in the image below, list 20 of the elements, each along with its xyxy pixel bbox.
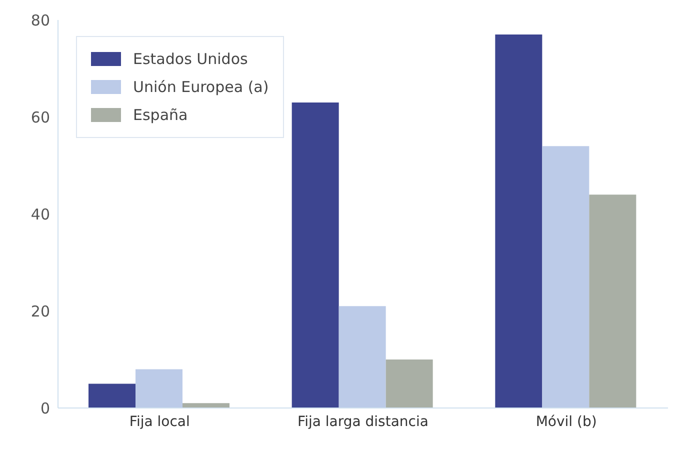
y-tick-label: 0 xyxy=(40,399,50,418)
bar xyxy=(182,403,230,408)
bar xyxy=(386,360,433,408)
legend-label: Estados Unidos xyxy=(133,49,248,70)
bar xyxy=(136,369,182,408)
y-tick-label: 40 xyxy=(30,205,50,224)
bar xyxy=(292,102,339,408)
y-tick-label: 20 xyxy=(30,302,50,320)
x-tick-label: Fija larga distancia xyxy=(298,414,428,430)
y-tick-label: 60 xyxy=(30,108,50,126)
x-tick-label: Móvil (b) xyxy=(536,414,597,430)
bar xyxy=(589,194,636,408)
x-tick-label: Fija local xyxy=(129,414,190,430)
bar xyxy=(88,384,136,408)
bar xyxy=(338,306,386,408)
legend-label: España xyxy=(133,105,188,126)
legend-label: Unión Europea (a) xyxy=(133,77,269,98)
y-tick-label: 80 xyxy=(30,11,50,30)
bar xyxy=(542,146,590,408)
bar xyxy=(495,34,542,408)
